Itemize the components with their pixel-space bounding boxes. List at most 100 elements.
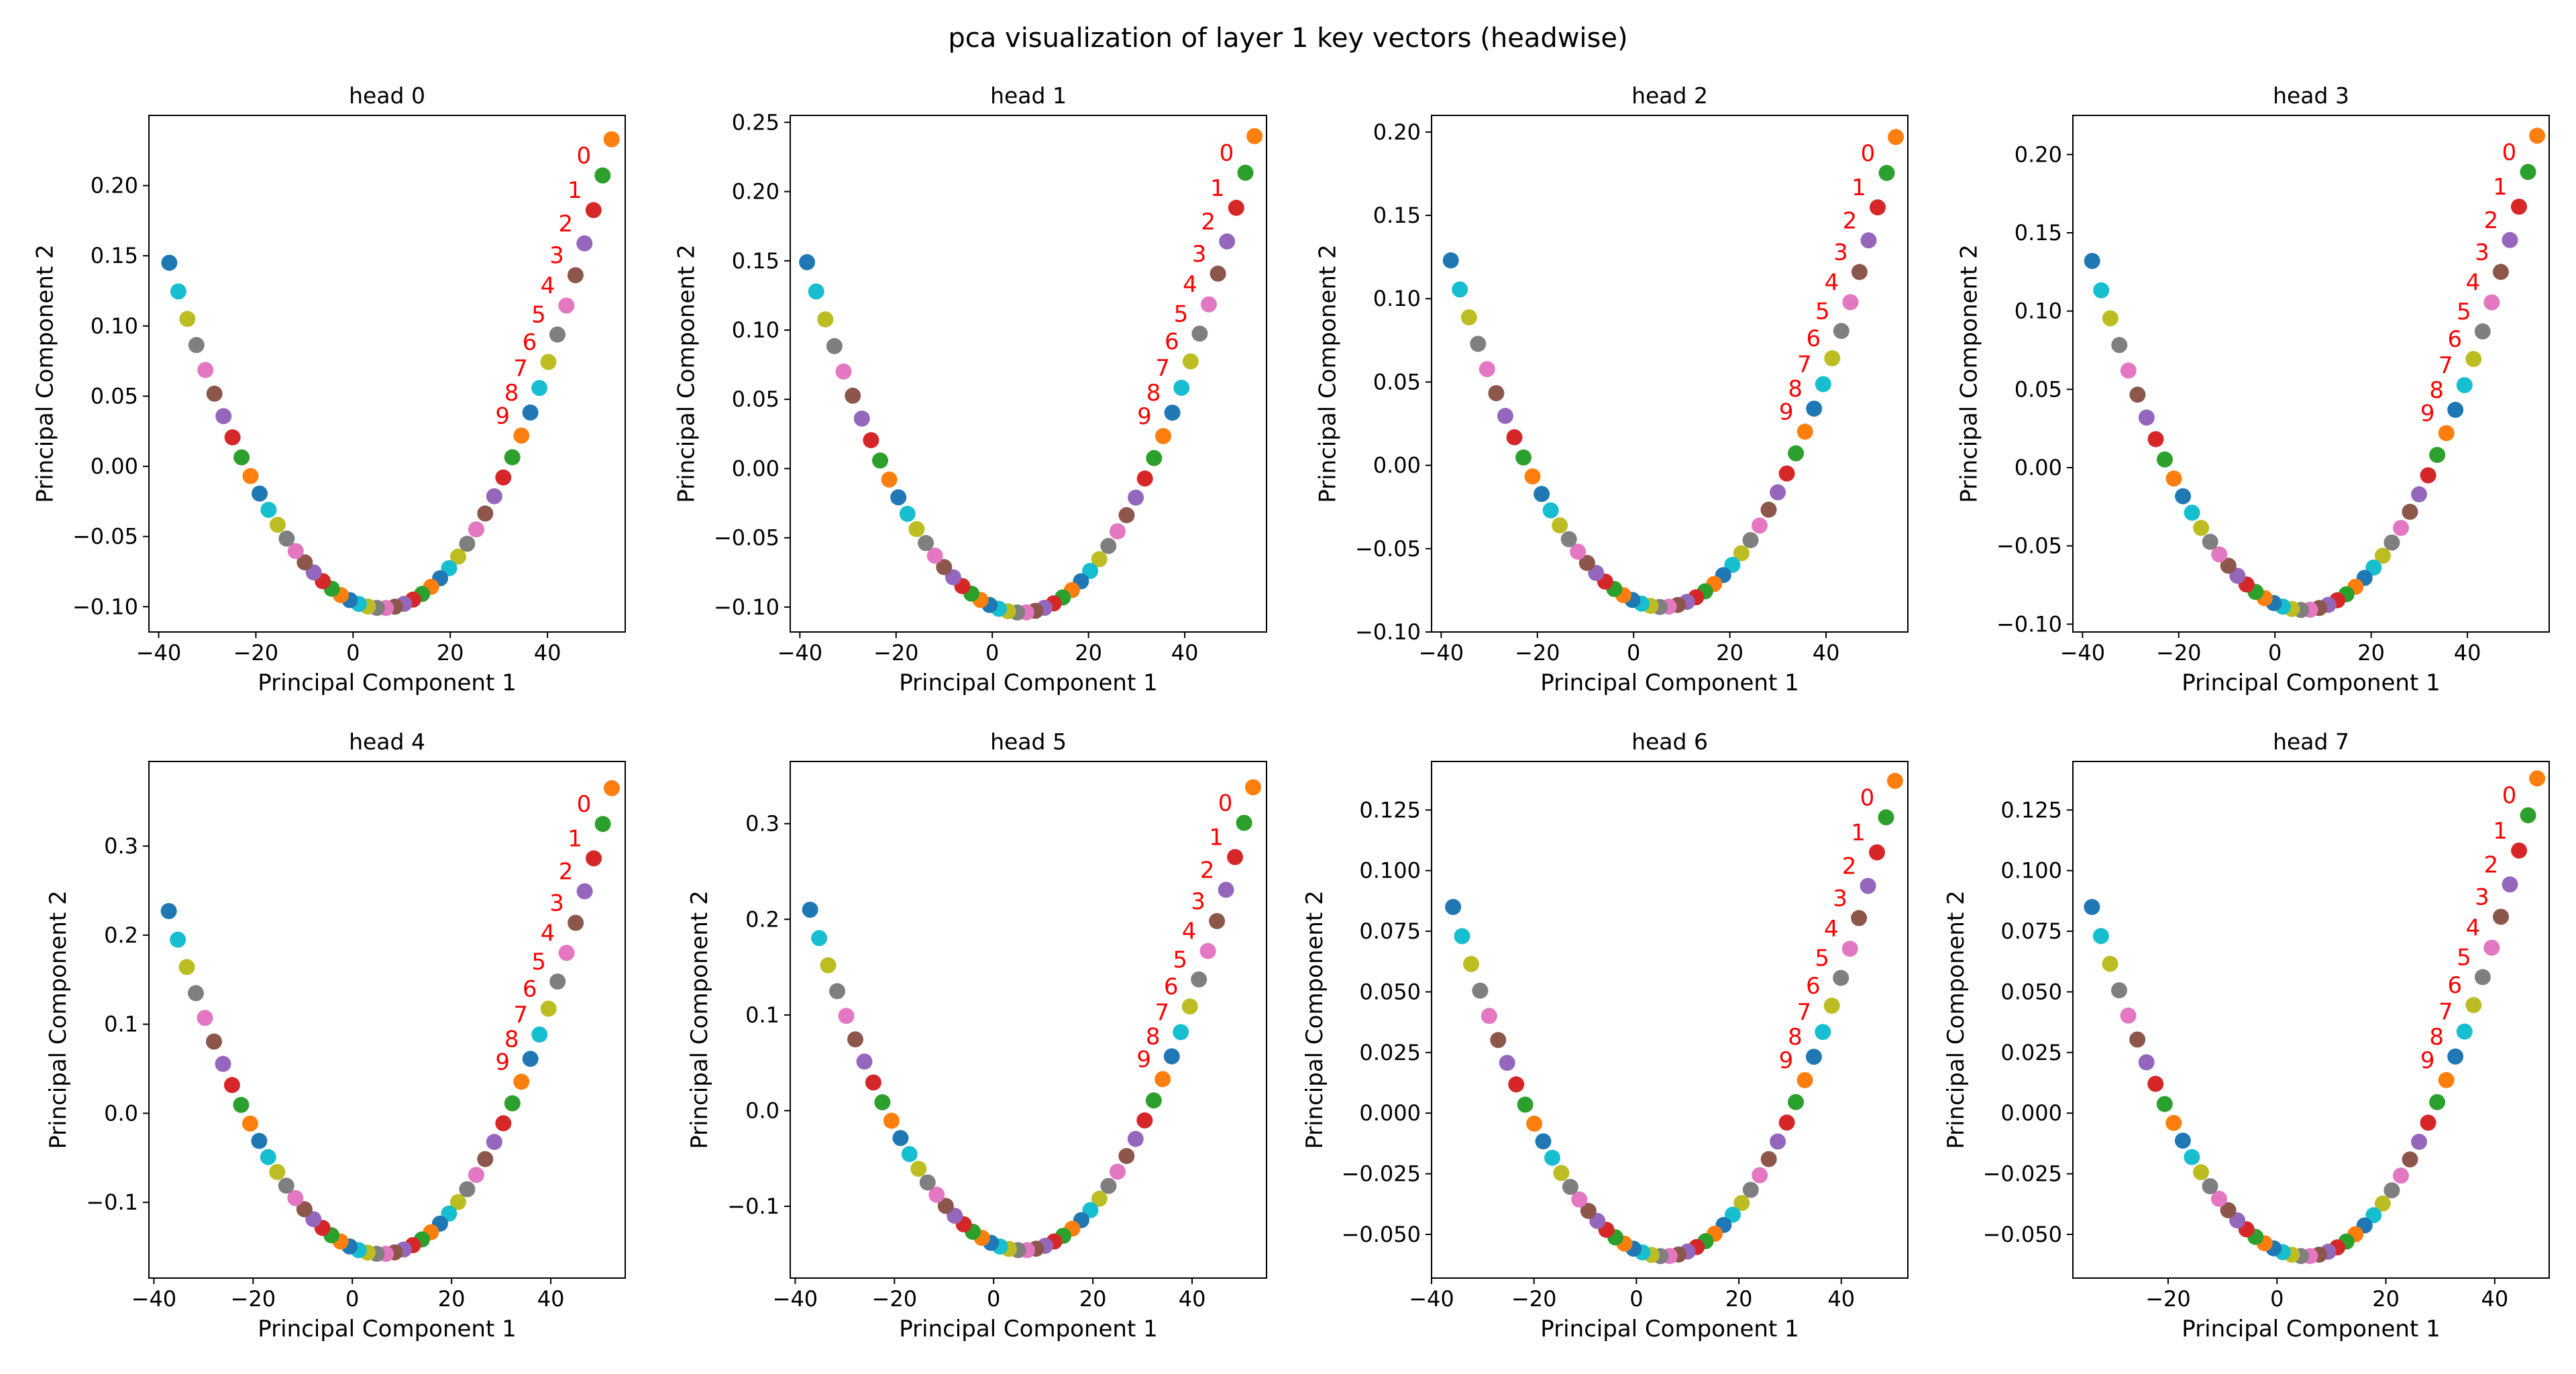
point-annotation: 9 [1779,399,1794,425]
scatter-point [450,548,466,565]
scatter-point [2420,1114,2436,1131]
scatter-point [1560,531,1577,547]
point-annotation: 5 [2457,299,2471,325]
scatter-point [252,485,268,502]
scatter-point [835,363,852,380]
x-tick-label: −40 [1409,1286,1454,1312]
scatter-point [2383,534,2400,551]
x-tick-label: 0 [1627,640,1640,666]
y-tick-label: 0.25 [732,109,780,135]
scatter-point [2138,409,2155,426]
scatter-point [1490,1032,1507,1049]
scatter-point [2157,451,2173,468]
scatter-point [1100,537,1117,554]
x-axis-label: Principal Component 1 [1540,1316,1799,1342]
scatter-point [1742,1181,1759,1198]
y-tick-label: 0.100 [1359,858,1421,884]
scatter-point [594,167,611,184]
point-annotation: 1 [2493,818,2508,845]
scatter-point [1228,199,1244,216]
scatter-point [853,410,870,427]
scatter-point [2174,1132,2191,1149]
point-annotation: 5 [531,302,546,329]
scatter-point [802,902,818,918]
scatter-point [901,1146,918,1163]
scatter-point [1535,1133,1552,1150]
y-tick-label: 0.0 [745,1098,780,1123]
scatter-point [2492,264,2509,280]
scatter-point [1481,1008,1497,1024]
axes-frame [148,761,626,1279]
y-tick-label: 0.10 [2015,299,2062,324]
scatter-point [2084,253,2100,269]
scatter-point [1544,1149,1560,1166]
scatter-point [2202,533,2218,550]
point-annotation: 0 [576,143,591,170]
scatter-point [1805,1049,1822,1065]
x-tick-label: 20 [1725,1286,1753,1312]
scatter-point [2193,519,2210,536]
point-annotation: 9 [495,1049,510,1075]
x-tick-label: −20 [1515,640,1560,666]
x-tick-label: 40 [537,1286,565,1312]
scatter-point [937,1198,954,1214]
point-annotation: 3 [549,890,564,917]
scatter-point [2211,1190,2227,1207]
x-tick-label: −40 [136,640,182,666]
scatter-point [1164,405,1181,421]
scatter-point [1201,296,1217,313]
scatter-point [2211,546,2228,563]
y-axis-label: Principal Component 2 [674,244,700,503]
scatter-point [1109,1163,1126,1180]
y-tick-label: 0.3 [745,811,780,837]
scatter-points [1445,772,1903,1265]
y-tick-label: −0.05 [72,524,138,549]
scatter-point [513,1073,530,1090]
scatter-point [1227,849,1244,865]
scatter-point [477,1151,494,1167]
point-annotation: 7 [1796,999,1811,1026]
scatter-point [604,780,620,796]
scatter-point [1163,1048,1180,1065]
axes-frame [148,115,626,633]
y-tick-label: 0.000 [2000,1100,2062,1126]
scatter-point [586,850,602,867]
x-tick-label: −40 [777,640,823,666]
point-annotation: 6 [1165,329,1179,356]
scatter-point [178,959,195,975]
scatter-point [1218,882,1234,898]
x-tick-label: 40 [1827,1286,1855,1312]
scatter-point [2465,351,2482,368]
y-tick-label: −0.050 [1983,1222,2062,1247]
scatter-point [845,387,861,404]
scatter-point [865,1074,881,1091]
x-tick-label: 20 [1075,640,1102,666]
scatter-point [2156,1096,2173,1112]
scatter-point [242,468,259,484]
scatter-point [1833,323,1849,339]
x-tick-label: −20 [2145,1286,2191,1312]
point-annotation: 3 [549,242,564,269]
x-tick-label: −20 [1511,1286,1557,1312]
x-tick-label: 40 [1813,640,1840,666]
scatter-point [278,1177,294,1194]
point-annotation: 8 [1788,376,1803,403]
point-annotation: 9 [1137,403,1152,430]
scatter-point [251,1132,268,1149]
scatter-point [2420,467,2436,484]
scatter-point [531,1026,548,1043]
point-annotation: 2 [2484,207,2499,234]
y-axis-label: Principal Component 2 [1301,890,1328,1149]
point-annotation: 5 [1815,945,1829,972]
scatter-point [179,311,196,327]
scatter-point [1082,563,1099,579]
scatter-point [1199,943,1216,959]
scatter-point [874,1094,891,1110]
scatter-point [2165,1114,2182,1131]
scatter-point [2092,928,2109,945]
scatter-point [1452,281,1468,298]
point-annotation: 8 [504,1026,519,1053]
scatter-point [892,1130,909,1147]
scatter-point [1841,941,1858,957]
